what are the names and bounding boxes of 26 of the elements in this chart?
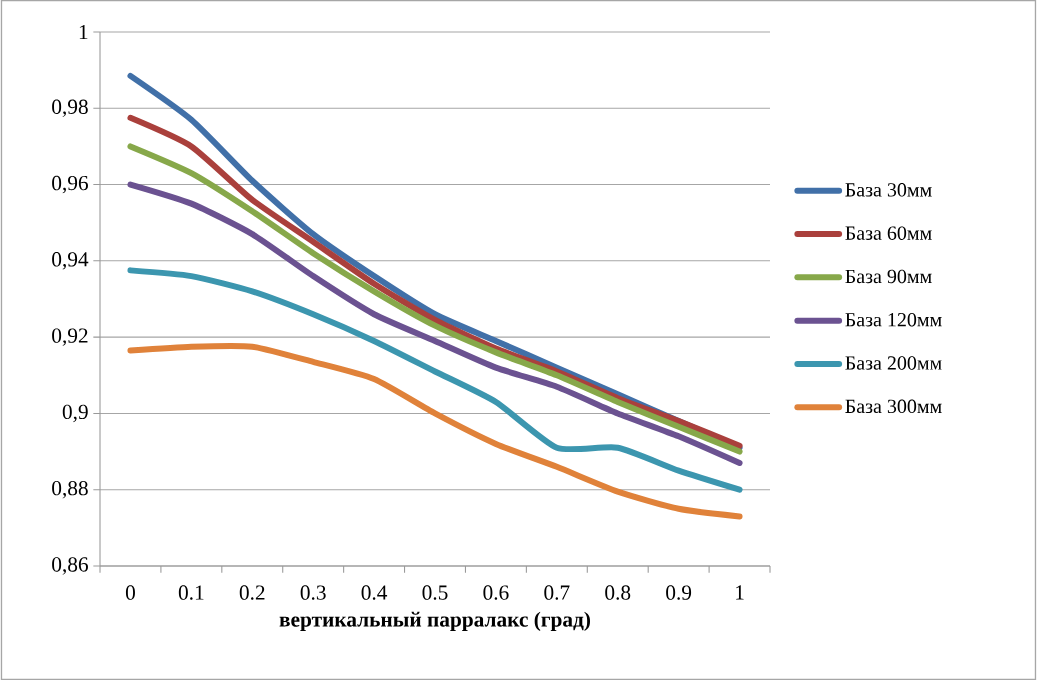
x-tick-label: 0.3: [300, 585, 326, 600]
x-tick-label: 0.1: [178, 585, 204, 600]
x-tick-label: 0: [125, 585, 135, 600]
y-tick-label: 0,98: [52, 99, 88, 118]
y-tick-label: 0,94: [52, 252, 89, 270]
x-tick-label: 0.2: [239, 585, 265, 600]
x-tick-label: 0.8: [605, 585, 631, 600]
legend-label: База 90мм: [845, 269, 932, 284]
y-tick-label: 0,9: [62, 404, 88, 423]
x-tick-label: 0.5: [422, 585, 448, 600]
legend-label: База 60мм: [845, 226, 932, 240]
x-axis-title: вертикальный парралакс (град): [279, 611, 591, 632]
x-tick-label: 0.9: [666, 585, 692, 600]
y-tick-label: 1: [79, 24, 88, 40]
legend-label: База 120мм: [845, 312, 942, 327]
y-tick-label: 0,92: [52, 328, 88, 346]
x-tick-label: 0.6: [483, 585, 509, 600]
y-tick-label: 0,86: [52, 557, 88, 575]
x-tick-label: 0.7: [544, 585, 570, 600]
legend-label: База 300мм: [845, 399, 942, 414]
legend-label: База 30мм: [845, 183, 932, 197]
legend-label: База 200мм: [845, 356, 942, 370]
x-tick-label: 0.4: [361, 585, 388, 600]
y-tick-label: 0,96: [52, 175, 88, 194]
y-tick-label: 0,88: [52, 480, 88, 499]
x-tick-label: 1: [736, 585, 744, 600]
